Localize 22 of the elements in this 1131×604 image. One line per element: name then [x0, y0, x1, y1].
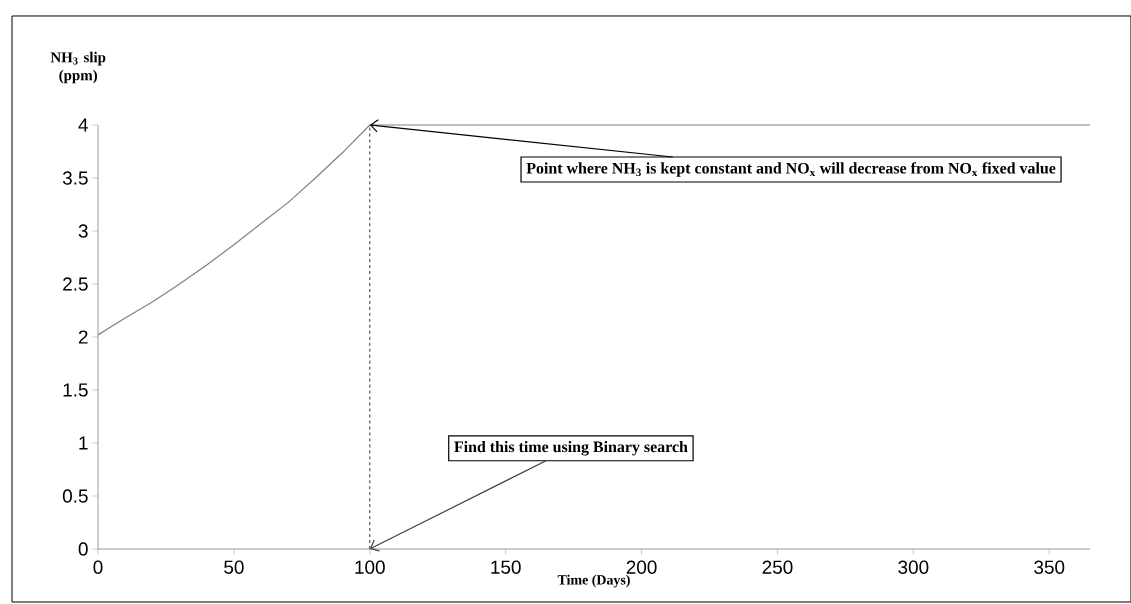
y-tick-label: 2.5: [63, 277, 88, 291]
x-tick-label: 350: [1034, 560, 1065, 574]
y-tick-label: 3: [78, 224, 88, 238]
y-tick-label: 0: [78, 542, 88, 556]
x-tick-label: 100: [355, 560, 385, 574]
x-tick-label: 300: [898, 560, 929, 574]
y-tick-label: 4: [78, 118, 88, 132]
x-tick-label: 0: [93, 560, 103, 574]
y-tick-label: 2: [78, 330, 88, 344]
line-series: [97, 124, 1091, 336]
x-tick-label: 150: [491, 560, 521, 574]
y-tick-label: 1: [79, 436, 88, 450]
x-axis-title: Time (Days): [557, 574, 630, 588]
annotation: Point where NH$_{3}$ is kept constant and NO$_{x}$ will decrease from NO$_{x}$ fixed value: [526, 162, 1056, 177]
y-tick-label: 3.5: [62, 171, 88, 185]
annotation: Find this time using Binary search: [454, 441, 688, 456]
y-axis-title: NH$_{3}$ slip (ppm): [50, 51, 106, 84]
x-tick-label: 250: [762, 560, 793, 574]
y-tick-label: 0.5: [62, 489, 88, 503]
y-tick-label: 1.5: [63, 383, 88, 397]
x-tick-label: 200: [626, 560, 657, 574]
x-tick-label: 50: [224, 560, 244, 574]
